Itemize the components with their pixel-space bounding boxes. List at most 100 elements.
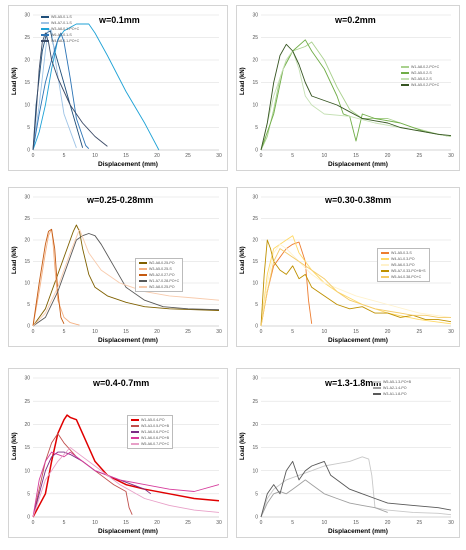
x-tick-label: 10 xyxy=(92,329,98,335)
y-tick-label: 30 xyxy=(24,13,30,19)
y-tick-label: 0 xyxy=(27,148,30,154)
y-tick-label: 5 xyxy=(255,492,258,498)
y-tick-label: 10 xyxy=(252,281,258,287)
x-tick-label: 30 xyxy=(216,153,222,159)
series-line-4 xyxy=(260,239,452,327)
y-tick-label: 15 xyxy=(24,80,30,86)
legend-label: W3-A5-0.25-S xyxy=(149,267,172,271)
legend-label: W3-A3-0.5-PO+B xyxy=(141,424,170,428)
y-tick-label: 0 xyxy=(27,515,30,521)
legend-label: W4-A8-0.1-PO+C xyxy=(51,39,80,43)
legend-swatch xyxy=(373,393,381,395)
y-tick-label: 30 xyxy=(252,195,258,201)
y-tick-label: 10 xyxy=(24,468,30,474)
series-line-3 xyxy=(32,228,65,327)
x-tick-label: 10 xyxy=(322,153,328,159)
x-tick-label: 25 xyxy=(417,329,423,335)
plot-svg: 0 5 10 15 20 25 30 0 5 10 15 20 25 30 xyxy=(252,195,454,335)
y-tick-label: 30 xyxy=(24,376,30,382)
x-tick-label: 0 xyxy=(260,520,263,526)
legend-label: W5-A6-0.7-PO+C xyxy=(141,442,170,446)
y-tick-label: 25 xyxy=(252,399,258,405)
x-tick-label: 10 xyxy=(322,520,328,526)
x-tick-label: 15 xyxy=(353,153,359,159)
plot-svg: 0 5 10 15 20 25 30 0 5 10 15 20 25 30 xyxy=(252,13,454,159)
y-tick-label: 15 xyxy=(24,445,30,451)
legend-entry: W5-A5-1.3-PO+B xyxy=(373,379,411,385)
legend-swatch xyxy=(41,28,49,30)
chart-panel-4: 0 5 10 15 20 25 30 0 5 10 15 20 25 30 w=0.30-0.38mm Loa… xyxy=(236,187,460,347)
y-tick-label: 25 xyxy=(24,399,30,405)
legend-entry: W2-A5-0.2-S xyxy=(401,70,439,76)
legend-label: W5-A5-1.3-PO+B xyxy=(383,380,412,384)
legend-swatch xyxy=(131,419,139,421)
x-tick-label: 30 xyxy=(448,329,454,335)
x-axis-label: Displacement (mm) xyxy=(98,161,158,168)
legend-entry: W3-A8-0.1-PO+C xyxy=(41,26,79,32)
legend-entry: W4-A8-0.1-PO+C xyxy=(41,38,79,44)
legend-entry: W1-A6-0.6-PO+C xyxy=(131,429,169,435)
y-tick-label: 20 xyxy=(252,422,258,428)
y-tick-label: 15 xyxy=(24,259,30,265)
y-tick-label: 0 xyxy=(255,148,258,154)
x-tick-label: 0 xyxy=(32,329,35,335)
legend-entry: W1-A2-1.4-PO xyxy=(373,385,411,391)
legend-swatch xyxy=(139,262,147,264)
x-tick-label: 30 xyxy=(448,153,454,159)
legend: W5-A5-0.1-S W4-A7-0.1-S W3-A8-0.1-PO+C W6-A… xyxy=(41,14,79,44)
x-tick-label: 25 xyxy=(185,329,191,335)
legend-entry: W2-A5-0.2-S xyxy=(401,76,439,82)
legend-entry: W4-A7-0.1-S xyxy=(41,20,79,26)
legend-label: W5-A6-0.3-PO xyxy=(391,263,415,267)
legend-entry: W1-A8-0.2-PO+C xyxy=(401,64,439,70)
legend-swatch xyxy=(41,40,49,42)
legend-swatch xyxy=(41,34,49,36)
x-tick-label: 5 xyxy=(291,153,294,159)
y-tick-label: 30 xyxy=(252,376,258,382)
x-tick-label: 0 xyxy=(260,153,263,159)
legend-swatch xyxy=(401,78,409,80)
legend-swatch xyxy=(139,274,147,276)
series-line-1 xyxy=(260,456,452,518)
series-line-4 xyxy=(32,451,220,518)
y-tick-label: 5 xyxy=(255,302,258,308)
legend-label: W1-A6-0.6-PO+B xyxy=(141,436,170,440)
series-line-5 xyxy=(260,248,451,327)
chart-title: w=0.25-0.28mm xyxy=(87,195,154,205)
legend-entry: W4-A5-0.2-PO+C xyxy=(401,82,439,88)
x-tick-label: 25 xyxy=(417,520,423,526)
y-tick-label: 0 xyxy=(27,324,30,330)
x-tick-label: 30 xyxy=(216,329,222,335)
x-tick-label: 0 xyxy=(260,329,263,335)
x-tick-label: 5 xyxy=(63,520,66,526)
series-line-3 xyxy=(32,451,152,518)
y-axis-label: Load (kN) xyxy=(12,431,18,460)
x-tick-label: 20 xyxy=(154,329,160,335)
y-axis-label: Load (kN) xyxy=(240,66,246,95)
series-line-2 xyxy=(32,28,77,151)
legend-label: W3-A8-0.1-PO+C xyxy=(51,27,80,31)
chart-title: w=0.30-0.38mm xyxy=(325,195,392,205)
x-tick-label: 20 xyxy=(154,153,160,159)
y-tick-label: 20 xyxy=(252,58,258,64)
series-line-1 xyxy=(260,41,452,151)
x-tick-label: 0 xyxy=(32,153,35,159)
legend-swatch xyxy=(131,431,139,433)
series-line-2 xyxy=(260,235,452,327)
legend-entry: W1-A5-0.3-S xyxy=(381,250,426,256)
y-tick-label: 15 xyxy=(252,259,258,265)
legend-entry: W6-A7-0.1-S xyxy=(41,32,79,38)
legend-swatch xyxy=(401,66,409,68)
legend-label: W2-A5-0.2-S xyxy=(411,71,432,75)
legend-swatch xyxy=(139,268,147,270)
y-axis-label: Load (kN) xyxy=(12,245,18,274)
legend-label: W3-A1-1.8-PO xyxy=(383,392,407,396)
y-tick-label: 20 xyxy=(24,422,30,428)
x-tick-label: 15 xyxy=(123,520,129,526)
x-tick-label: 0 xyxy=(32,520,35,526)
x-tick-label: 5 xyxy=(63,153,66,159)
legend-entry: W3-A5-0.25-S xyxy=(139,266,179,272)
x-tick-label: 25 xyxy=(185,153,191,159)
y-tick-label: 10 xyxy=(252,468,258,474)
y-tick-label: 30 xyxy=(252,13,258,19)
